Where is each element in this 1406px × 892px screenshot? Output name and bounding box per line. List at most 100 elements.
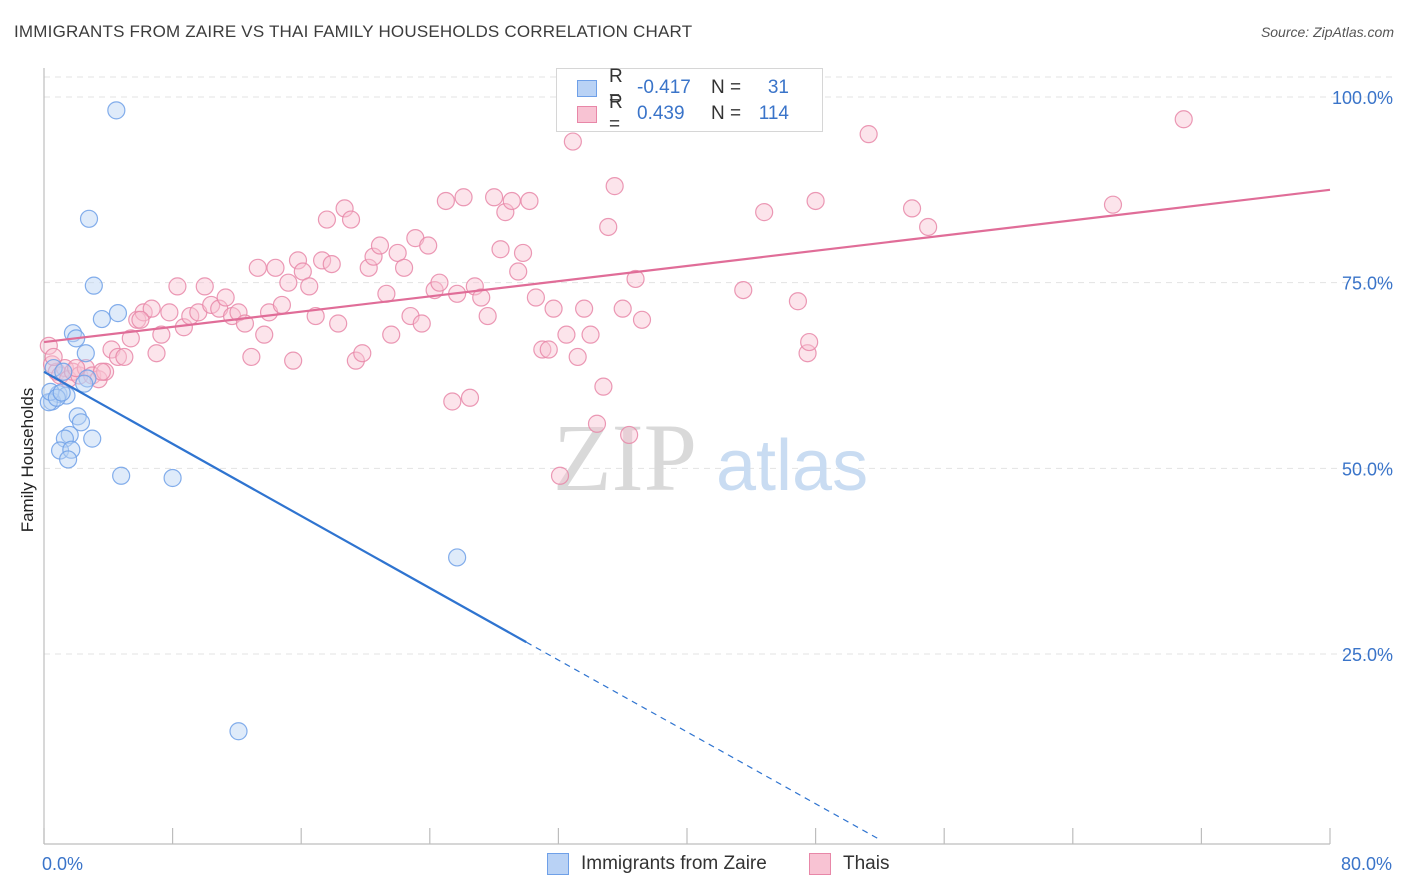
thais-point: [496, 203, 515, 222]
zaire-point: [71, 413, 91, 432]
thais-point: [575, 299, 594, 318]
thais-point: [485, 188, 504, 207]
thais-point: [526, 288, 545, 307]
thais-point: [108, 347, 128, 367]
thais-point: [160, 303, 179, 322]
legend-swatch-zaire: [577, 79, 597, 97]
thais-point: [859, 125, 878, 144]
thais-point: [478, 306, 497, 326]
zaire-point: [55, 429, 74, 448]
legend-r-label: R =: [609, 66, 623, 109]
thais-point: [620, 425, 639, 445]
zaire-point: [79, 209, 99, 228]
zaire-point: [78, 369, 97, 388]
tick-labels: 25.0% 50.0% 75.0% 100.0% 0.0% 80.0%: [42, 88, 1393, 874]
y-tick-label: 50.0%: [1342, 459, 1393, 479]
thais-point: [533, 340, 552, 359]
zaire-point: [107, 101, 126, 120]
zaire-point: [83, 429, 102, 448]
thais-point: [1103, 195, 1123, 214]
thais-point: [300, 277, 319, 296]
source-credit: Source: ZipAtlas.com: [1260, 24, 1394, 40]
thais-point: [364, 247, 383, 266]
thais-point: [632, 310, 652, 329]
thais-point: [594, 377, 613, 396]
thais-point: [115, 347, 134, 367]
thais-point: [412, 314, 431, 333]
thais-point: [322, 255, 341, 274]
legend-r-label: R =: [609, 92, 623, 135]
zaire-point: [92, 309, 111, 329]
thais-point: [341, 210, 361, 229]
thais-point: [1174, 110, 1193, 129]
thais-point: [613, 299, 632, 318]
zaire-point: [108, 304, 128, 323]
zaire-point: [62, 440, 81, 459]
thais-point: [544, 299, 563, 318]
zaire-point: [75, 374, 94, 393]
thais-point: [288, 251, 308, 270]
thais-point: [346, 351, 365, 370]
thais-point: [152, 325, 171, 344]
x-tick-label: 0.0%: [42, 854, 83, 874]
legend-n-value: 114: [758, 103, 789, 124]
thais-point: [329, 314, 348, 333]
zaire-point: [112, 466, 131, 485]
thais-point: [430, 273, 449, 292]
legend-label-zaire: Immigrants from Zaire: [581, 853, 767, 874]
thais-point: [539, 340, 558, 359]
thais-point: [284, 351, 303, 370]
watermark-atlas: atlas: [716, 426, 868, 506]
stats-legend: R = -0.417 N = 31 R = 0.439 N = 114: [556, 66, 823, 135]
zaire-trend-line: [43, 370, 527, 644]
legend-swatch-thais: [577, 105, 597, 123]
thais-point: [335, 199, 354, 218]
thais-point: [587, 414, 607, 433]
thais-point: [557, 325, 576, 344]
thais-point: [581, 325, 600, 344]
thais-point: [370, 236, 390, 255]
thais-point: [382, 325, 401, 344]
thais-point: [800, 332, 819, 352]
thais-point: [147, 344, 166, 363]
thais-points: [39, 110, 1193, 485]
zaire-point: [229, 722, 248, 741]
thais-point: [902, 199, 922, 218]
thais-point: [306, 306, 325, 326]
thais-point: [491, 240, 510, 259]
thais-point: [229, 303, 248, 322]
zaire-point: [84, 276, 103, 295]
thais-point: [359, 258, 378, 277]
legend-swatch-thais: [809, 853, 831, 875]
legend-n-label: N =: [711, 103, 742, 124]
chart-title: IMMIGRANTS FROM ZAIRE VS THAI FAMILY HOU…: [14, 22, 693, 41]
trend-lines: [43, 188, 1331, 841]
zaire-trend-extension: [525, 641, 881, 841]
zaire-point: [59, 450, 78, 469]
legend-r-value: -0.417: [637, 77, 691, 98]
thais-point: [460, 388, 480, 407]
thais-point: [568, 347, 587, 367]
series-legend-thais: Thais: [809, 851, 889, 877]
thais-point: [248, 258, 267, 277]
zaire-point: [163, 468, 182, 488]
thais-point: [195, 277, 214, 296]
thais-point: [419, 236, 438, 255]
thais-point: [401, 306, 420, 326]
x-tick-label: 80.0%: [1341, 854, 1392, 874]
thais-point: [605, 177, 624, 196]
thais-point: [131, 310, 150, 329]
thais-point: [513, 243, 533, 263]
y-tick-label: 100.0%: [1332, 88, 1393, 108]
thais-point: [266, 258, 285, 277]
thais-point: [454, 188, 473, 207]
thais-point: [279, 273, 298, 292]
thais-point: [394, 258, 414, 277]
legend-row-thais: R = 0.439 N = 114: [577, 92, 789, 135]
thais-point: [755, 203, 774, 222]
zaire-point: [448, 548, 467, 567]
thais-point: [317, 210, 337, 229]
thais-point: [255, 325, 274, 344]
thais-point: [550, 466, 570, 485]
